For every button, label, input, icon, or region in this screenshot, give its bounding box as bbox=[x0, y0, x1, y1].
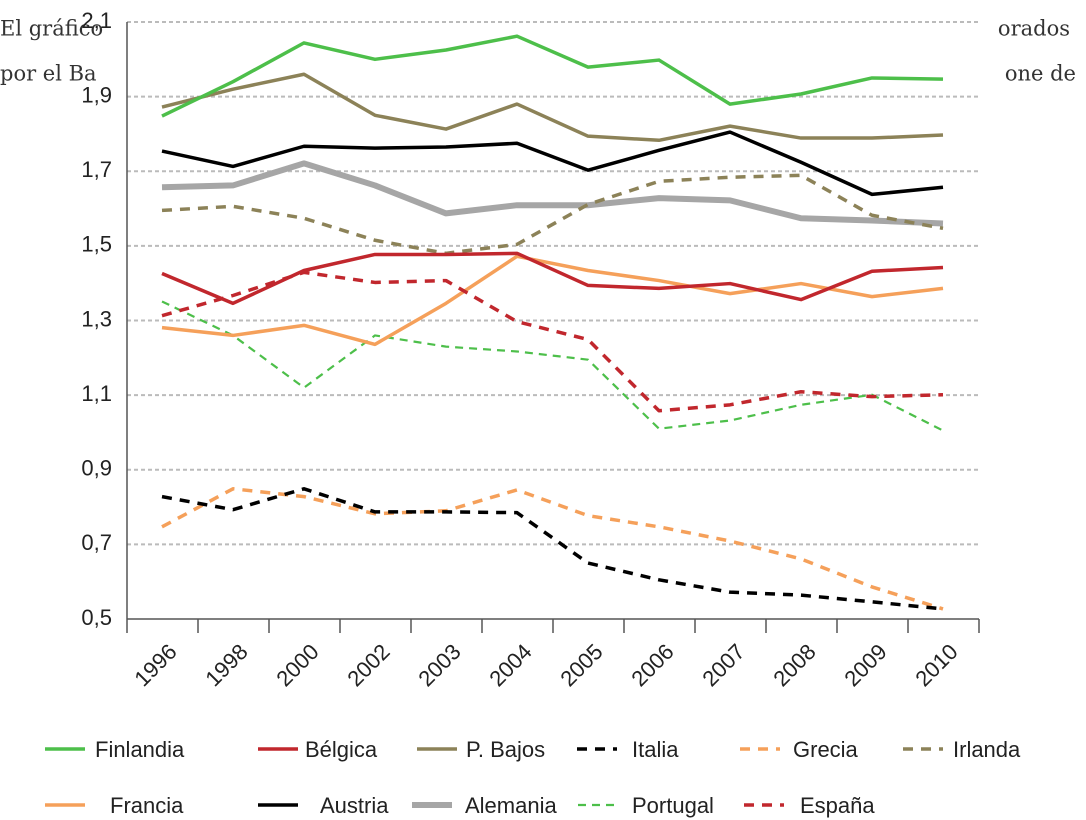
series-line bbox=[161, 270, 944, 413]
series-line bbox=[161, 251, 944, 306]
legend-label: P. Bajos bbox=[466, 737, 545, 762]
document-text: orados bbox=[998, 17, 1070, 41]
legend-label: España bbox=[800, 793, 875, 818]
x-tick-label: 2003 bbox=[413, 639, 465, 691]
series-line bbox=[161, 72, 944, 143]
y-tick-label: 1,3 bbox=[81, 306, 112, 331]
series-line bbox=[161, 487, 944, 611]
y-tick-label: 2,1 bbox=[81, 8, 112, 33]
y-tick-label: 1,7 bbox=[81, 157, 112, 182]
y-tick-label: 0,7 bbox=[81, 530, 112, 555]
x-tick-label: 2006 bbox=[626, 639, 678, 691]
legend-label: Grecia bbox=[793, 737, 859, 762]
series-line bbox=[161, 160, 944, 227]
y-tick-label: 0,5 bbox=[81, 605, 112, 630]
x-tick-label: 2002 bbox=[342, 639, 394, 691]
series-line bbox=[161, 300, 944, 432]
series-line bbox=[161, 34, 944, 118]
document-text: El gráfico bbox=[0, 17, 103, 41]
x-tick-label: 2004 bbox=[484, 639, 536, 691]
legend-label: Italia bbox=[632, 737, 679, 762]
legend-label: Bélgica bbox=[305, 737, 378, 762]
series-line bbox=[161, 487, 944, 611]
y-tick-label: 1,1 bbox=[81, 381, 112, 406]
series-line bbox=[161, 130, 944, 197]
x-tick-label: 2008 bbox=[768, 639, 820, 691]
document-text: one de bbox=[1005, 62, 1076, 86]
series-line bbox=[161, 254, 944, 347]
legend-label: Francia bbox=[110, 793, 184, 818]
x-tick-label: 2010 bbox=[910, 639, 962, 691]
x-tick-label: 2007 bbox=[697, 639, 749, 691]
x-tick-label: 2000 bbox=[271, 639, 323, 691]
y-tick-label: 0,9 bbox=[81, 456, 112, 481]
legend-label: Finlandia bbox=[95, 737, 185, 762]
legend-label: Irlanda bbox=[953, 737, 1021, 762]
x-tick-label: 1998 bbox=[200, 639, 252, 691]
x-tick-label: 1996 bbox=[129, 639, 181, 691]
legend-label: Portugal bbox=[632, 793, 714, 818]
legend-label: Austria bbox=[320, 793, 389, 818]
x-tick-label: 2005 bbox=[555, 639, 607, 691]
legend-label: Alemania bbox=[465, 793, 557, 818]
series-line bbox=[161, 173, 944, 256]
document-text: por el Ba bbox=[0, 62, 97, 86]
x-tick-label: 2009 bbox=[839, 639, 891, 691]
y-tick-label: 1,9 bbox=[81, 82, 112, 107]
y-tick-label: 1,5 bbox=[81, 232, 112, 257]
